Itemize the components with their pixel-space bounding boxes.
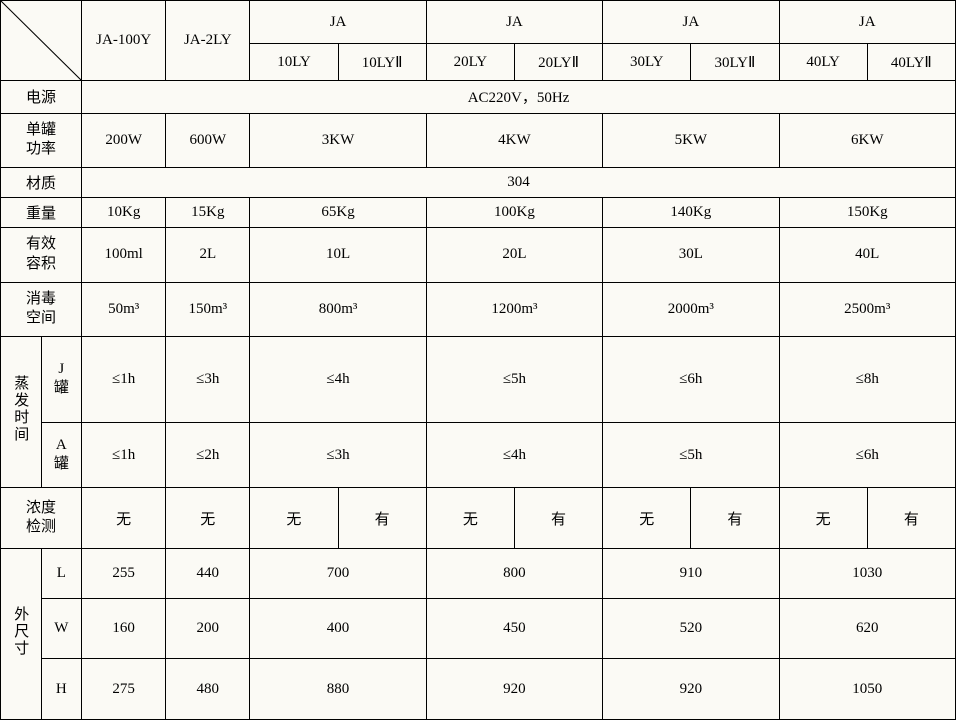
dimL-5: 1030: [779, 548, 955, 598]
conc-4: 无: [426, 488, 514, 549]
conc-1: 无: [166, 488, 250, 549]
evapj-2: ≤4h: [250, 336, 426, 423]
volume-5: 40L: [779, 228, 955, 282]
dim-H-label: H: [41, 659, 82, 720]
evapa-1: ≤2h: [166, 423, 250, 488]
conc-9: 有: [867, 488, 955, 549]
space-5: 2500m³: [779, 282, 955, 336]
dimH-1: 480: [166, 659, 250, 720]
row-volume-label: 有效容积: [1, 228, 82, 282]
volume-3: 20L: [426, 228, 602, 282]
row-power-value: AC220V，50Hz: [82, 81, 956, 113]
watt-0: 200W: [82, 113, 166, 167]
weight-1: 15Kg: [166, 198, 250, 228]
dimL-4: 910: [603, 548, 779, 598]
model-ja-4: JA: [779, 1, 955, 44]
row-material-label: 材质: [1, 167, 82, 197]
sub-20ly2: 20LYⅡ: [514, 44, 602, 81]
watt-3: 4KW: [426, 113, 602, 167]
dimL-2: 700: [250, 548, 426, 598]
sub-40ly2: 40LYⅡ: [867, 44, 955, 81]
conc-7: 有: [691, 488, 779, 549]
space-1: 150m³: [166, 282, 250, 336]
evapa-4: ≤5h: [603, 423, 779, 488]
dimH-3: 920: [426, 659, 602, 720]
dimL-3: 800: [426, 548, 602, 598]
dimW-3: 450: [426, 598, 602, 659]
dimH-2: 880: [250, 659, 426, 720]
dimH-4: 920: [603, 659, 779, 720]
header-diagonal-cell: [1, 1, 82, 81]
evapj-1: ≤3h: [166, 336, 250, 423]
model-ja-2: JA: [426, 1, 602, 44]
dim-W-label: W: [41, 598, 82, 659]
dimL-1: 440: [166, 548, 250, 598]
dim-L-label: L: [41, 548, 82, 598]
row-evap-a-label: A罐: [41, 423, 82, 488]
row-evap-label: 蒸发时间: [1, 336, 42, 488]
sub-30ly2: 30LYⅡ: [691, 44, 779, 81]
volume-0: 100ml: [82, 228, 166, 282]
weight-4: 140Kg: [603, 198, 779, 228]
space-0: 50m³: [82, 282, 166, 336]
dimW-4: 520: [603, 598, 779, 659]
evapj-5: ≤8h: [779, 336, 955, 423]
conc-2: 无: [250, 488, 338, 549]
conc-0: 无: [82, 488, 166, 549]
model-ja2ly: JA-2LY: [166, 1, 250, 81]
watt-4: 5KW: [603, 113, 779, 167]
sub-10ly2: 10LYⅡ: [338, 44, 426, 81]
evapa-2: ≤3h: [250, 423, 426, 488]
evapa-3: ≤4h: [426, 423, 602, 488]
watt-2: 3KW: [250, 113, 426, 167]
weight-5: 150Kg: [779, 198, 955, 228]
space-3: 1200m³: [426, 282, 602, 336]
sub-20ly: 20LY: [426, 44, 514, 81]
volume-4: 30L: [603, 228, 779, 282]
evapj-3: ≤5h: [426, 336, 602, 423]
sub-40ly: 40LY: [779, 44, 867, 81]
dimW-0: 160: [82, 598, 166, 659]
weight-2: 65Kg: [250, 198, 426, 228]
watt-5: 6KW: [779, 113, 955, 167]
row-watt-label: 单罐功率: [1, 113, 82, 167]
volume-1: 2L: [166, 228, 250, 282]
volume-2: 10L: [250, 228, 426, 282]
row-evap-j-label: J罐: [41, 336, 82, 423]
model-ja100y: JA-100Y: [82, 1, 166, 81]
evapa-5: ≤6h: [779, 423, 955, 488]
dimL-0: 255: [82, 548, 166, 598]
weight-0: 10Kg: [82, 198, 166, 228]
row-power-label: 电源: [1, 81, 82, 113]
spec-table: JA-100Y JA-2LY JA JA JA JA 10LY 10LYⅡ 20…: [0, 0, 956, 720]
row-conc-label: 浓度检测: [1, 488, 82, 549]
sub-10ly: 10LY: [250, 44, 338, 81]
evapa-0: ≤1h: [82, 423, 166, 488]
space-4: 2000m³: [603, 282, 779, 336]
conc-3: 有: [338, 488, 426, 549]
evapj-4: ≤6h: [603, 336, 779, 423]
dimH-0: 275: [82, 659, 166, 720]
row-weight-label: 重量: [1, 198, 82, 228]
row-dim-label: 外尺寸: [1, 548, 42, 719]
dimW-2: 400: [250, 598, 426, 659]
conc-8: 无: [779, 488, 867, 549]
conc-6: 无: [603, 488, 691, 549]
dimW-1: 200: [166, 598, 250, 659]
dimW-5: 620: [779, 598, 955, 659]
model-ja-3: JA: [603, 1, 779, 44]
row-material-value: 304: [82, 167, 956, 197]
dimH-5: 1050: [779, 659, 955, 720]
weight-3: 100Kg: [426, 198, 602, 228]
conc-5: 有: [514, 488, 602, 549]
sub-30ly: 30LY: [603, 44, 691, 81]
space-2: 800m³: [250, 282, 426, 336]
row-space-label: 消毒空间: [1, 282, 82, 336]
evapj-0: ≤1h: [82, 336, 166, 423]
watt-1: 600W: [166, 113, 250, 167]
spec-table-container: JA-100Y JA-2LY JA JA JA JA 10LY 10LYⅡ 20…: [0, 0, 956, 720]
model-ja-1: JA: [250, 1, 426, 44]
